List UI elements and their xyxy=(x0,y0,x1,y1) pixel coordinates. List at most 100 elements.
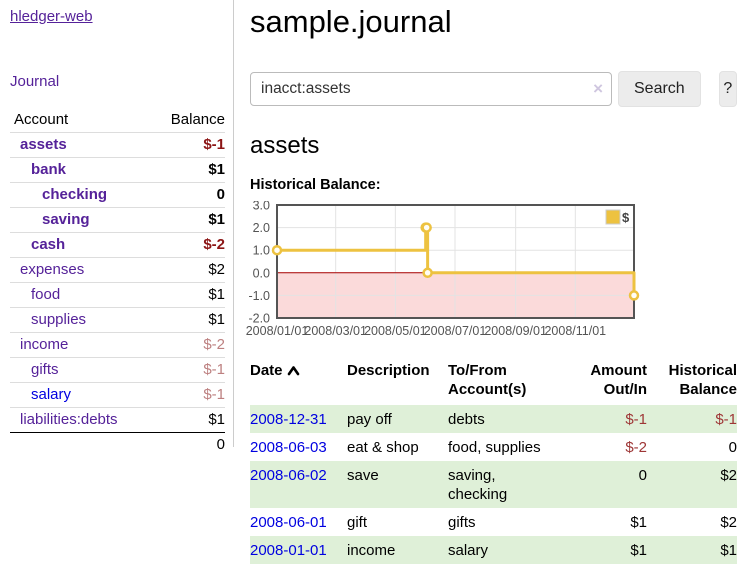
account-balance: $-2 xyxy=(149,232,225,258)
search-bar: × Search ? xyxy=(250,71,737,107)
account-row: income $-2 xyxy=(10,332,225,358)
accounts-table-header: Account Balance xyxy=(10,108,225,133)
account-link-liabilities-debts[interactable]: liabilities:debts xyxy=(20,411,118,428)
account-row: supplies $1 xyxy=(10,307,225,333)
transaction-balance: $-1 xyxy=(715,411,737,428)
transaction-accounts: debts xyxy=(448,411,485,428)
transaction-accounts: food, supplies xyxy=(448,439,541,456)
transaction-description: save xyxy=(347,467,379,484)
transaction-balance: $2 xyxy=(720,514,737,531)
register-row: 2008-12-31 pay off debts $-1 $-1 xyxy=(250,405,737,433)
account-row: food $1 xyxy=(10,282,225,308)
account-link-expenses[interactable]: expenses xyxy=(20,261,85,278)
svg-text:2008/05/01: 2008/05/01 xyxy=(364,324,427,338)
account-balance: $-1 xyxy=(149,132,225,158)
sidebar: hledger-web Journal Account Balance asse… xyxy=(0,0,234,457)
account-link-supplies[interactable]: supplies xyxy=(31,311,87,328)
transaction-amount: $-1 xyxy=(625,411,647,428)
nav-journal-link[interactable]: Journal xyxy=(10,73,60,90)
account-link-assets[interactable]: assets xyxy=(20,136,67,153)
transaction-amount: $1 xyxy=(630,542,647,559)
transaction-balance: $2 xyxy=(720,467,737,484)
chart-canvas: $3.0 2.0 1.0 0.0 -1.0 -2.02008/01/012008/03/0… xyxy=(246,201,640,338)
amount-column-header: Amount Out/In xyxy=(590,362,647,398)
account-row: liabilities:debts $1 xyxy=(10,407,225,433)
account-link-checking[interactable]: checking xyxy=(42,186,108,203)
sort-ascending-icon xyxy=(287,366,299,376)
account-row: assets $-1 xyxy=(10,132,225,158)
account-balance: $-2 xyxy=(149,332,225,358)
svg-text:-1.0: -1.0 xyxy=(248,289,270,303)
account-link-food[interactable]: food xyxy=(31,286,61,303)
account-balance: $1 xyxy=(149,407,225,433)
svg-text:0.0: 0.0 xyxy=(253,266,270,280)
account-link-bank[interactable]: bank xyxy=(31,161,67,178)
account-balance: $1 xyxy=(149,157,225,183)
transaction-accounts: saving, checking xyxy=(448,467,508,503)
transaction-description: gift xyxy=(347,514,368,531)
chart-label: Historical Balance: xyxy=(250,177,381,193)
account-balance: 0 xyxy=(149,182,225,208)
account-link-cash[interactable]: cash xyxy=(31,236,66,253)
transaction-amount: 0 xyxy=(638,467,647,484)
transaction-accounts: salary xyxy=(448,542,489,559)
app-title-link[interactable]: hledger-web xyxy=(10,8,93,25)
transaction-balance: $1 xyxy=(720,542,737,559)
tofrom-column-header: To/From Account(s) xyxy=(448,362,527,398)
account-row: gifts $-1 xyxy=(10,357,225,383)
accounts-table: Account Balance assets $-1 bank $1 check… xyxy=(10,108,225,457)
account-row: expenses $2 xyxy=(10,257,225,283)
transaction-accounts: gifts xyxy=(448,514,476,531)
account-link-saving[interactable]: saving xyxy=(42,211,90,228)
account-balance: $1 xyxy=(149,207,225,233)
account-column-header: Account xyxy=(14,111,69,128)
transaction-date-link[interactable]: 2008-06-01 xyxy=(250,514,327,531)
svg-text:2008/09/01: 2008/09/01 xyxy=(484,324,547,338)
register-row: 2008-06-01 gift gifts $1 $2 xyxy=(250,508,737,536)
transaction-date-link[interactable]: 2008-12-31 xyxy=(250,411,327,428)
register-row: 2008-01-01 income salary $1 $1 xyxy=(250,536,737,564)
transaction-date-link[interactable]: 2008-01-01 xyxy=(250,542,327,559)
balance-column-header: Historical Balance xyxy=(668,362,737,398)
search-button[interactable]: Search xyxy=(618,71,701,107)
help-button[interactable]: ? xyxy=(718,71,737,107)
transaction-amount: $1 xyxy=(630,514,647,531)
svg-text:1.0: 1.0 xyxy=(253,244,270,258)
account-balance: $1 xyxy=(149,307,225,333)
historical-balance-chart: $3.0 2.0 1.0 0.0 -1.0 -2.0 2008/01/01 2008/03/0… xyxy=(245,201,742,341)
page-title: sample.journal xyxy=(250,4,452,39)
clear-search-icon[interactable]: × xyxy=(593,79,603,98)
account-row: checking 0 xyxy=(10,182,225,208)
search-input[interactable] xyxy=(250,72,612,106)
transaction-date-link[interactable]: 2008-06-03 xyxy=(250,439,327,456)
transaction-description: income xyxy=(347,542,396,559)
accounts-total-row: 0 xyxy=(10,432,225,457)
date-column-header[interactable]: Date xyxy=(250,361,347,405)
balance-column-header: Balance xyxy=(170,111,225,128)
description-column-header: Description xyxy=(347,362,430,379)
transaction-amount: $-2 xyxy=(625,439,647,456)
sidebar-nav: Journal xyxy=(10,73,225,91)
account-balance: $2 xyxy=(149,257,225,283)
svg-text:$: $ xyxy=(622,210,630,225)
account-link-gifts[interactable]: gifts xyxy=(31,361,59,378)
svg-text:2008/03/01: 2008/03/01 xyxy=(304,324,367,338)
account-link-salary[interactable]: salary xyxy=(31,386,72,403)
transaction-date-link[interactable]: 2008-06-02 xyxy=(250,467,327,484)
accounts-total-value: 0 xyxy=(149,432,225,457)
account-row: bank $1 xyxy=(10,157,225,183)
account-row: cash $-2 xyxy=(10,232,225,258)
account-heading: assets xyxy=(250,132,320,159)
account-link-income[interactable]: income xyxy=(20,336,69,353)
account-balance: $-1 xyxy=(149,382,225,408)
account-balance: $-1 xyxy=(149,357,225,383)
register-header-row: Date Description To/From Account(s) Amou… xyxy=(250,361,737,405)
svg-text:2008/01/01: 2008/01/01 xyxy=(246,324,309,338)
account-balance: $1 xyxy=(149,282,225,308)
account-row: salary $-1 xyxy=(10,382,225,408)
transaction-description: pay off xyxy=(347,411,392,428)
register-table: Date Description To/From Account(s) Amou… xyxy=(250,361,737,564)
account-row: saving $1 xyxy=(10,207,225,233)
transaction-balance: 0 xyxy=(728,439,737,456)
